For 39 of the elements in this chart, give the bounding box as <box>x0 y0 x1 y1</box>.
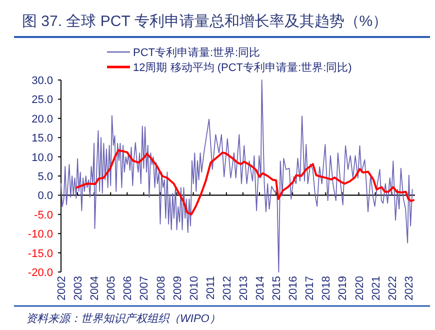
x-tick-label: 2021 <box>370 276 382 300</box>
x-tick-label: 2006 <box>122 276 134 300</box>
y-tick-label: -10.0 <box>28 228 53 241</box>
x-tick-label: 2020 <box>354 276 366 300</box>
y-tick-label: 10.0 <box>32 152 53 164</box>
x-tick-label: 2017 <box>304 276 316 300</box>
x-tick-label: 2014 <box>254 276 267 300</box>
x-tick-label: 2003 <box>72 276 85 300</box>
y-tick-label: -5.0 <box>34 209 53 222</box>
x-tick-label: 2005 <box>106 276 118 300</box>
y-tick-label: -20.0 <box>28 267 53 279</box>
x-tick-label: 2007 <box>138 276 151 300</box>
legend-label: 12周期 移动平均 (PCT专利申请量:世界:同比) <box>133 61 352 74</box>
y-tick-label: 0.0 <box>38 190 53 202</box>
y-tick-label: 30.0 <box>32 75 53 87</box>
x-tick-label: 2010 <box>188 276 200 300</box>
x-tick-label: 2002 <box>56 276 68 300</box>
y-tick-label: 20.0 <box>32 113 53 126</box>
x-tick-label: 2022 <box>386 276 399 300</box>
x-tick-label: 2008 <box>155 276 168 300</box>
x-tick-label: 2015 <box>271 276 284 300</box>
text: 资料来源：世界知识产权组织（WIPO） <box>26 312 220 325</box>
x-tick-label: 2019 <box>337 276 350 300</box>
y-tick-label: 15.0 <box>32 132 53 145</box>
y-tick-label: 5.0 <box>38 171 53 183</box>
x-tick-label: 2013 <box>238 276 250 300</box>
x-tick-label: 2023 <box>403 276 416 300</box>
x-tick-label: 2012 <box>221 276 234 300</box>
y-tick-label: 25.0 <box>32 94 53 106</box>
line-series <box>60 80 413 272</box>
line-series <box>76 149 415 216</box>
x-tick-label: 2018 <box>320 276 333 300</box>
chart-title: 图 37. 全球 PCT 专利申请量总和增长率及其趋势（%） <box>22 13 388 30</box>
y-tick-label: -15.0 <box>28 248 53 260</box>
legend-label: PCT专利申请量:世界:同比 <box>133 46 260 59</box>
x-tick-label: 2009 <box>172 276 184 300</box>
x-tick-label: 2004 <box>89 276 102 300</box>
x-tick-label: 2011 <box>204 276 217 300</box>
x-tick-label: 2016 <box>288 276 300 300</box>
